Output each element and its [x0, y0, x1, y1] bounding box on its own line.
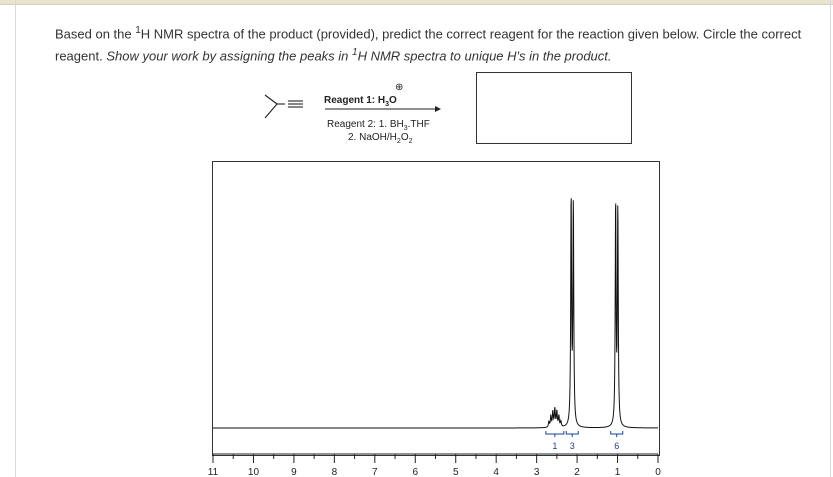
tick-label: 8 [332, 467, 338, 477]
question-superscript-2: 1 [352, 47, 358, 59]
positive-charge-icon: ⊕ [395, 82, 403, 93]
question-part1: Based on the [55, 26, 136, 42]
integration-label: 3 [570, 441, 575, 451]
reagent-2-label: Reagent 2: 1. BH3.THF [327, 119, 430, 132]
question-part2: H NMR spectra of the product (provided),… [55, 26, 802, 64]
tick-label: 6 [412, 467, 418, 477]
integration-label: 6 [614, 441, 619, 451]
product-answer-box[interactable] [476, 72, 632, 144]
tick-label: 2 [574, 467, 580, 477]
integration-label: 1 [552, 441, 557, 451]
question-text: Based on the 1H NMR spectra of the produ… [55, 21, 815, 66]
integration-markers: 1 3 6 [545, 431, 624, 451]
question-italic-part2: H NMR spectra to unique H's in the produ… [357, 48, 612, 64]
tick-label: 11 [208, 467, 219, 477]
integration-bracket [545, 431, 565, 437]
integration-bracket [565, 431, 579, 437]
reagent-2-step-2: 2. NaOH/H2O2 [348, 132, 413, 145]
top-border [0, 0, 833, 5]
question-superscript-1: 1 [135, 25, 141, 36]
right-margin-rule [830, 0, 831, 477]
tick-label: 0 [655, 467, 661, 477]
left-margin-rule [15, 0, 16, 477]
nmr-axis: 11 10 9 8 7 6 5 4 3 2 1 0 [208, 453, 661, 477]
integration-bracket [610, 431, 624, 437]
tick-label: 9 [291, 467, 297, 477]
tick-label: 1 [615, 467, 621, 477]
reactant-alkyne-structure [264, 94, 303, 119]
question-italic-part1: Show your work by assigning the peaks in [106, 48, 353, 64]
tick-label: 4 [493, 467, 499, 477]
tick-label: 10 [248, 467, 260, 477]
tick-label: 3 [534, 467, 540, 477]
reaction-arrow [325, 106, 441, 112]
reagent-1-label: Reagent 1: H3O [324, 95, 397, 108]
reaction-scheme: Reagent 1: H3O ⊕ Reagent 2: 1. BH3.THF 2… [264, 82, 441, 145]
nmr-trace [213, 198, 658, 429]
tick-label: 5 [453, 467, 459, 477]
tick-label: 7 [372, 467, 378, 477]
